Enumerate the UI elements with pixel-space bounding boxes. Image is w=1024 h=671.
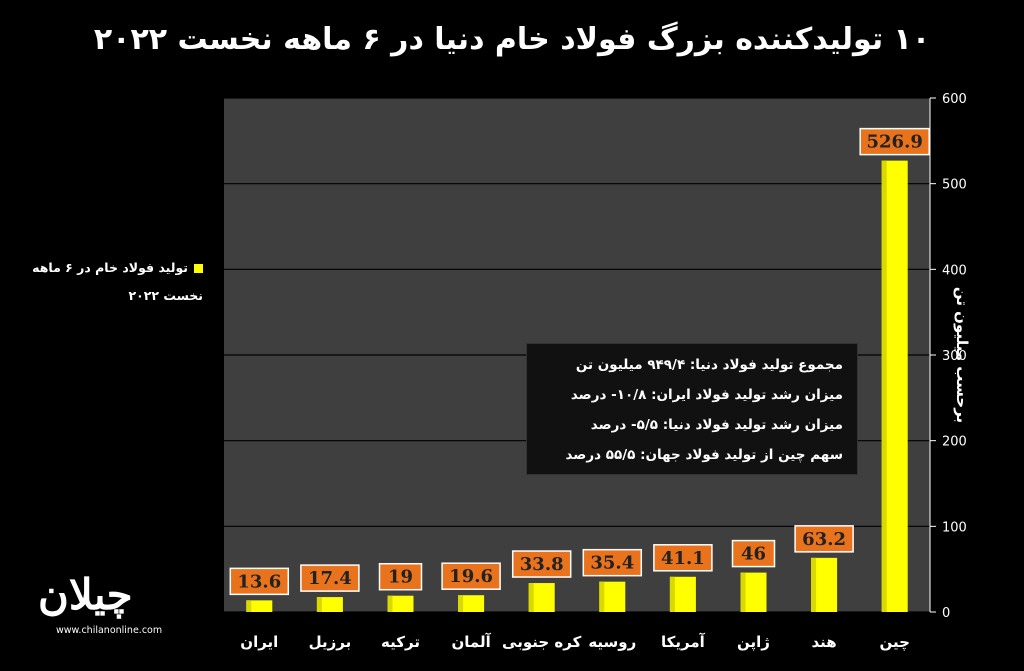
legend-swatch <box>194 264 203 273</box>
info-line-china-share: سهم چین از تولید فولاد جهان: ۵۵/۵ درصد <box>565 447 844 463</box>
chart-title: ۱۰ تولیدکننده بزرگ فولاد خام دنیا در ۶ م… <box>93 22 931 57</box>
data-label: 41.1 <box>661 548 705 569</box>
bar-shade <box>316 597 322 612</box>
data-label-box <box>653 544 713 572</box>
x-category-label: هند <box>811 633 836 651</box>
bar <box>387 595 414 612</box>
y-tick-label: 300 <box>942 349 967 364</box>
bar <box>246 600 273 612</box>
info-box: مجموع تولید فولاد دنیا: ۹۴۹/۴ میلیون تن … <box>526 343 858 475</box>
y-tick-label: 0 <box>942 606 950 621</box>
data-label: 526.9 <box>867 132 923 153</box>
bar <box>458 595 485 612</box>
x-category-label: ژاپن <box>737 633 770 652</box>
data-label-box <box>229 567 290 596</box>
bar <box>316 597 343 612</box>
legend-label: تولید فولاد خام در ۶ ماهه نخست ۲۰۲۲ <box>32 260 203 303</box>
data-label: 63.2 <box>802 529 846 550</box>
x-category-label: چین <box>879 633 909 652</box>
bar-shade <box>528 583 534 612</box>
bar-shade <box>669 576 675 612</box>
data-label: 17.4 <box>308 568 352 589</box>
bar-shade <box>881 160 887 613</box>
data-label: 35.4 <box>590 553 634 574</box>
logo-text: چیلان <box>38 570 135 619</box>
bar-shade <box>387 595 393 612</box>
y-tick-label: 600 <box>942 92 967 107</box>
x-category-label: آمریکا <box>661 633 706 651</box>
x-category-label: آلمان <box>451 633 491 651</box>
bar-shade <box>740 572 746 612</box>
x-category-label: ایران <box>240 633 278 651</box>
logo-url: www.chilanonline.com <box>56 625 163 636</box>
bar-shade <box>811 557 817 612</box>
x-category-label: روسیه <box>588 633 636 651</box>
data-label-box <box>300 564 360 592</box>
x-category-label: برزیل <box>309 633 352 651</box>
y-axis-label: برحسب میلیون تن <box>953 286 971 424</box>
data-label: 19.6 <box>449 566 493 587</box>
bar-shade <box>599 581 605 612</box>
data-label: 46 <box>741 544 766 565</box>
data-label-box <box>582 548 643 577</box>
x-category-label: ترکیه <box>381 633 420 651</box>
data-label-box <box>511 550 572 578</box>
x-category-label: کره جنوبی <box>502 633 582 651</box>
data-label-box <box>441 562 501 590</box>
data-label-box <box>731 539 776 568</box>
data-label-box <box>378 562 423 591</box>
y-tick-label: 200 <box>942 435 967 450</box>
info-line-iran-growth: میزان رشد تولید فولاد ایران: ۱۰/۸- درصد <box>570 387 843 403</box>
info-line-world-growth: میزان رشد تولید فولاد دنیا: ۵/۵- درصد <box>590 417 843 433</box>
bar-shade <box>458 595 464 612</box>
legend: تولید فولاد خام در ۶ ماهه نخست ۲۰۲۲ <box>28 254 203 310</box>
data-label: 33.8 <box>520 554 564 575</box>
info-line-total: مجموع تولید فولاد دنیا: ۹۴۹/۴ میلیون تن <box>575 357 843 373</box>
y-tick-label: 400 <box>942 263 967 278</box>
data-label-box <box>859 127 930 156</box>
data-label: 19 <box>388 567 413 588</box>
data-label: 13.6 <box>237 571 281 592</box>
bar-shade <box>246 600 252 612</box>
y-tick-label: 100 <box>942 520 967 535</box>
chilan-logo: چیلان www.chilanonline.com <box>34 570 194 640</box>
data-label-box <box>794 525 854 553</box>
y-tick-label: 500 <box>942 178 967 193</box>
